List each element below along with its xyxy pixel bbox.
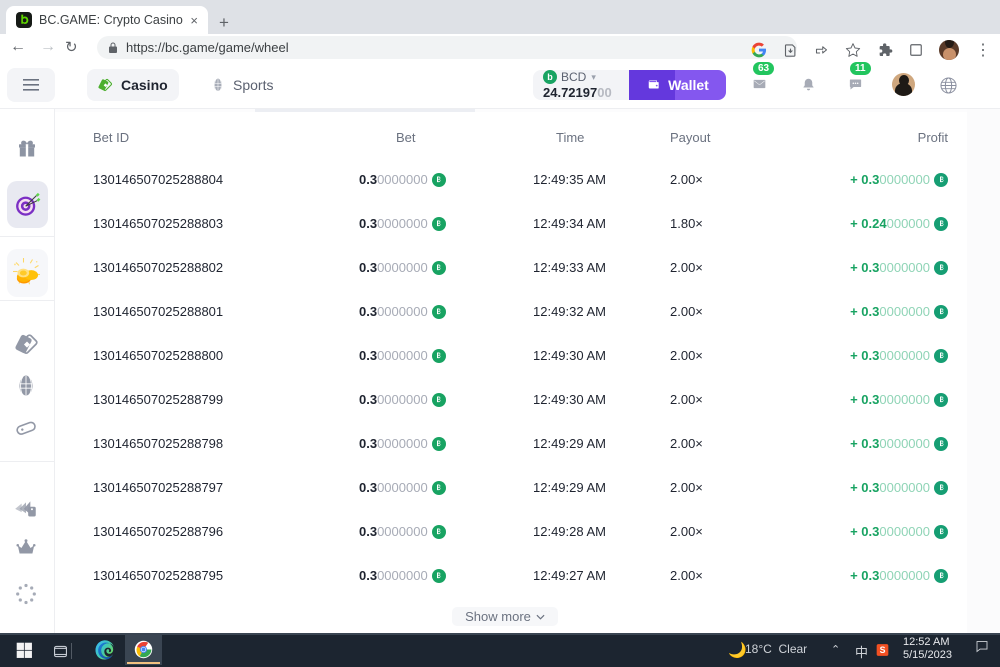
svg-text:S: S xyxy=(880,645,886,655)
